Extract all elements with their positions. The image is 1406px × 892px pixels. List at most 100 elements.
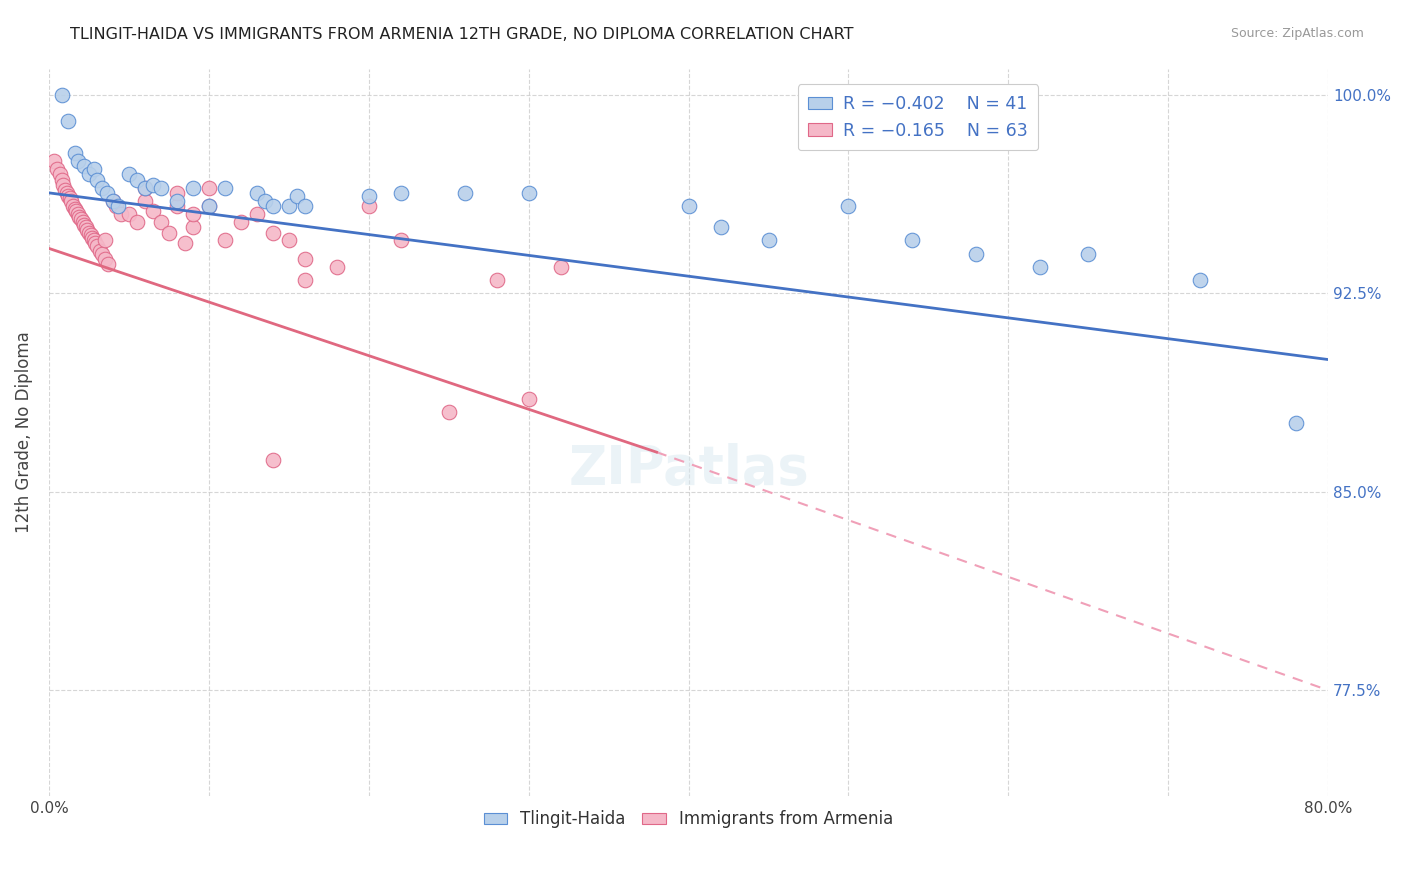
Point <box>357 199 380 213</box>
Point <box>198 199 221 213</box>
Point <box>49 167 72 181</box>
Point <box>86 239 108 253</box>
Point <box>84 236 107 251</box>
Point <box>53 183 76 197</box>
Point <box>97 257 120 271</box>
Point <box>55 186 77 200</box>
Point <box>277 199 299 213</box>
Point <box>134 194 156 208</box>
Point <box>142 178 165 192</box>
Point <box>96 186 118 200</box>
Point <box>51 87 73 102</box>
Point <box>389 234 412 248</box>
Point <box>66 207 89 221</box>
Point <box>125 172 148 186</box>
Point <box>246 186 269 200</box>
Point <box>214 180 236 194</box>
Point <box>63 146 86 161</box>
Point <box>134 180 156 194</box>
Point <box>454 186 477 200</box>
Point <box>198 199 221 213</box>
Point <box>94 234 117 248</box>
Point <box>285 188 308 202</box>
Point <box>72 215 94 229</box>
Point <box>83 234 105 248</box>
Point <box>118 207 141 221</box>
Point <box>1285 416 1308 430</box>
Point <box>485 273 508 287</box>
Point <box>517 186 540 200</box>
Point <box>73 218 96 232</box>
Point <box>77 226 100 240</box>
Point <box>198 180 221 194</box>
Point <box>294 252 316 266</box>
Point <box>181 207 204 221</box>
Point <box>76 223 98 237</box>
Point <box>63 202 86 216</box>
Legend: Tlingit-Haida, Immigrants from Armenia: Tlingit-Haida, Immigrants from Armenia <box>477 804 900 835</box>
Point <box>90 180 112 194</box>
Point <box>149 180 172 194</box>
Point <box>105 199 128 213</box>
Point <box>134 180 156 194</box>
Point <box>357 188 380 202</box>
Point <box>51 172 73 186</box>
Point <box>86 172 108 186</box>
Point <box>60 194 83 208</box>
Point <box>1077 246 1099 260</box>
Point <box>173 236 195 251</box>
Point <box>437 405 460 419</box>
Point <box>262 453 284 467</box>
Point <box>166 186 188 200</box>
Point <box>82 231 104 245</box>
Point <box>326 260 349 274</box>
Point <box>73 160 96 174</box>
Point <box>59 191 82 205</box>
Point <box>142 204 165 219</box>
Point <box>389 186 412 200</box>
Point <box>77 167 100 181</box>
Point <box>166 199 188 213</box>
Point <box>90 246 112 260</box>
Point <box>94 252 117 266</box>
Point <box>181 220 204 235</box>
Point <box>253 194 276 208</box>
Point <box>46 162 69 177</box>
Point <box>101 194 124 208</box>
Point <box>758 234 780 248</box>
Point <box>166 194 188 208</box>
Point <box>277 234 299 248</box>
Point <box>70 212 93 227</box>
Point <box>965 246 987 260</box>
Point <box>157 226 180 240</box>
Point <box>89 244 111 258</box>
Y-axis label: 12th Grade, No Diploma: 12th Grade, No Diploma <box>15 332 32 533</box>
Point <box>101 194 124 208</box>
Point <box>125 215 148 229</box>
Text: TLINGIT-HAIDA VS IMMIGRANTS FROM ARMENIA 12TH GRADE, NO DIPLOMA CORRELATION CHAR: TLINGIT-HAIDA VS IMMIGRANTS FROM ARMENIA… <box>70 27 853 42</box>
Point <box>149 215 172 229</box>
Point <box>67 210 90 224</box>
Point <box>83 162 105 177</box>
Point <box>262 199 284 213</box>
Point <box>110 207 132 221</box>
Point <box>517 392 540 407</box>
Point <box>52 178 75 192</box>
Point <box>229 215 252 229</box>
Point <box>75 220 97 235</box>
Point <box>294 273 316 287</box>
Point <box>181 180 204 194</box>
Point <box>246 207 269 221</box>
Point <box>1189 273 1212 287</box>
Point <box>42 154 65 169</box>
Point <box>56 188 79 202</box>
Point <box>262 226 284 240</box>
Point <box>709 220 731 235</box>
Point <box>678 199 700 213</box>
Text: ZIPatlas: ZIPatlas <box>568 442 808 495</box>
Point <box>79 228 101 243</box>
Point <box>107 199 129 213</box>
Point <box>65 204 87 219</box>
Text: Source: ZipAtlas.com: Source: ZipAtlas.com <box>1230 27 1364 40</box>
Point <box>901 234 924 248</box>
